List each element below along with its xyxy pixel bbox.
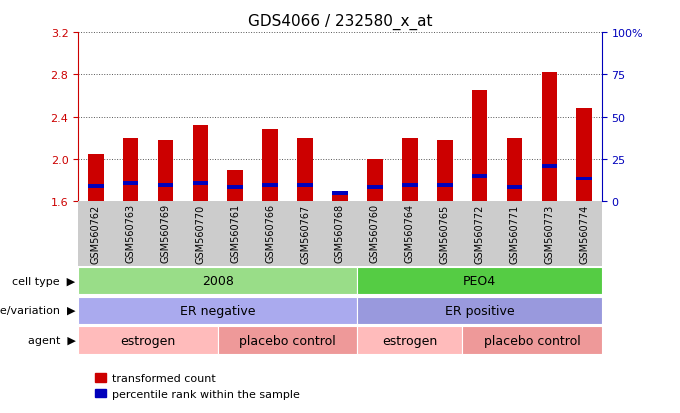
Bar <box>541 73 558 202</box>
Bar <box>462 327 602 354</box>
Bar <box>158 183 173 187</box>
Text: GSM560773: GSM560773 <box>545 204 554 263</box>
Bar <box>192 181 208 185</box>
Bar <box>358 267 602 294</box>
Text: placebo control: placebo control <box>239 334 336 347</box>
Bar <box>507 139 522 202</box>
Text: GSM560761: GSM560761 <box>231 204 240 263</box>
Bar <box>577 109 592 202</box>
Bar <box>227 170 243 202</box>
Text: GSM560760: GSM560760 <box>370 204 380 263</box>
Text: GSM560769: GSM560769 <box>160 204 171 263</box>
Bar <box>332 191 348 202</box>
Text: ER negative: ER negative <box>180 304 256 317</box>
Title: GDS4066 / 232580_x_at: GDS4066 / 232580_x_at <box>248 14 432 30</box>
Bar <box>402 183 418 187</box>
Text: GSM560770: GSM560770 <box>195 204 205 263</box>
Legend: transformed count, percentile rank within the sample: transformed count, percentile rank withi… <box>90 369 304 404</box>
Bar <box>472 175 488 179</box>
Text: genotype/variation  ▶: genotype/variation ▶ <box>0 306 75 316</box>
Text: GSM560772: GSM560772 <box>475 204 485 263</box>
Text: 2008: 2008 <box>202 274 234 287</box>
Bar <box>88 154 103 202</box>
Bar <box>88 185 103 188</box>
Bar <box>577 177 592 181</box>
Text: GSM560764: GSM560764 <box>405 204 415 263</box>
Bar <box>262 130 278 202</box>
Bar <box>122 139 139 202</box>
Text: GSM560763: GSM560763 <box>126 204 135 263</box>
Text: agent  ▶: agent ▶ <box>28 335 75 345</box>
Bar <box>227 185 243 189</box>
Text: cell type  ▶: cell type ▶ <box>12 276 75 286</box>
Text: estrogen: estrogen <box>120 334 175 347</box>
Bar <box>402 139 418 202</box>
Bar <box>541 164 558 168</box>
Bar <box>192 126 208 202</box>
Bar <box>332 192 348 196</box>
Text: placebo control: placebo control <box>483 334 580 347</box>
Text: GSM560765: GSM560765 <box>440 204 449 263</box>
Bar <box>78 327 218 354</box>
Text: GSM560774: GSM560774 <box>579 204 590 263</box>
Bar <box>297 183 313 187</box>
Bar <box>297 139 313 202</box>
Text: GSM560762: GSM560762 <box>90 204 101 263</box>
Bar <box>507 185 522 189</box>
Text: estrogen: estrogen <box>382 334 437 347</box>
Text: GSM560771: GSM560771 <box>509 204 520 263</box>
Text: GSM560767: GSM560767 <box>300 204 310 263</box>
Text: ER positive: ER positive <box>445 304 515 317</box>
Bar <box>367 160 383 202</box>
Bar <box>437 141 453 202</box>
Text: GSM560766: GSM560766 <box>265 204 275 263</box>
Bar <box>78 297 358 324</box>
Bar <box>262 183 278 187</box>
Text: PEO4: PEO4 <box>463 274 496 287</box>
Bar <box>358 297 602 324</box>
Bar <box>437 183 453 187</box>
Text: GSM560768: GSM560768 <box>335 204 345 263</box>
Bar <box>472 91 488 202</box>
Bar <box>218 327 358 354</box>
Bar <box>158 141 173 202</box>
Bar <box>367 185 383 189</box>
Bar <box>122 181 139 185</box>
Bar <box>358 327 462 354</box>
Bar <box>78 267 358 294</box>
